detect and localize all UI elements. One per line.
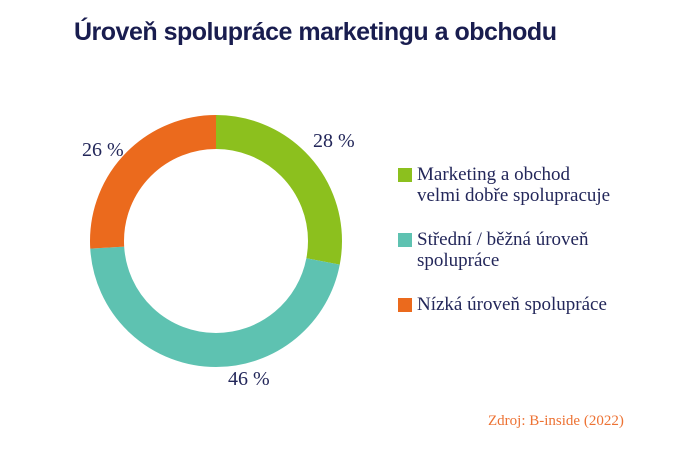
legend-swatch-green xyxy=(398,168,412,182)
legend-swatch-teal xyxy=(398,233,412,247)
slice-value-label-green: 28 % xyxy=(313,130,355,152)
donut-segment-2 xyxy=(90,115,342,367)
legend: Marketing a obchod velmi dobře spoluprac… xyxy=(398,164,610,315)
legend-swatch-orange xyxy=(398,298,412,312)
slice-value-label-orange: 26 % xyxy=(82,139,124,161)
legend-label: Nízká úroveň spolupráce xyxy=(417,294,607,315)
donut-chart xyxy=(90,115,342,367)
source-credit: Zdroj: B-inside (2022) xyxy=(488,413,624,429)
legend-item-medium-cooperation: Střední / běžná úroveň spolupráce xyxy=(398,229,610,271)
slice-value-label-teal: 46 % xyxy=(228,368,270,390)
legend-label: Střední / běžná úroveň spolupráce xyxy=(417,229,589,271)
chart-title: Úroveň spolupráce marketingu a obchodu xyxy=(74,18,557,46)
donut-segment-1 xyxy=(90,115,342,367)
legend-item-high-cooperation: Marketing a obchod velmi dobře spoluprac… xyxy=(398,164,610,206)
legend-label: Marketing a obchod velmi dobře spoluprac… xyxy=(417,164,611,206)
legend-item-low-cooperation: Nízká úroveň spolupráce xyxy=(398,294,610,315)
